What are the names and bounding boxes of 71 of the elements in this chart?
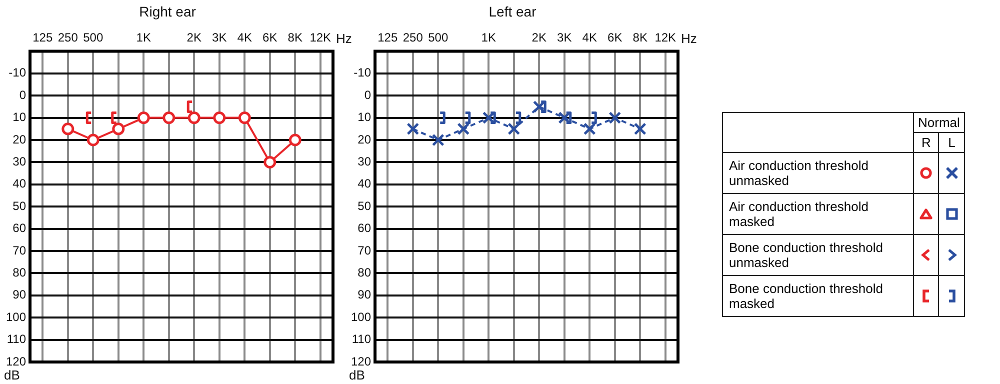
y-tick-label: 0	[19, 88, 26, 102]
y-tick-label: 120	[350, 354, 372, 368]
x-tick-label: 1K	[481, 30, 496, 44]
x-tick-label: 3K	[557, 30, 572, 44]
y-tick-label: 30	[358, 154, 372, 169]
point	[264, 156, 276, 168]
x-tick-label: 250	[402, 30, 424, 44]
x-tick-label: 500	[428, 30, 448, 44]
y-tick-label: 120	[6, 354, 26, 368]
x-axis-title: Hz	[681, 30, 697, 46]
y-tick-label: 10	[12, 110, 26, 124]
y-tick-label: 60	[358, 221, 372, 236]
point	[86, 134, 100, 146]
x-tick-label: 12K	[310, 30, 332, 44]
x-tick-label: 250	[58, 30, 78, 44]
y-tick-label: 80	[358, 266, 372, 280]
x-tick-label: 6K	[262, 30, 278, 44]
x-tick-label: 4K	[237, 30, 252, 44]
y-tick-label: 100	[350, 310, 372, 324]
y-tick-label: 30	[12, 154, 26, 169]
y-tick-label: 110	[6, 332, 26, 346]
x-tick-label: 2K	[532, 30, 546, 44]
y-tick-label: 40	[358, 176, 372, 191]
point	[188, 112, 200, 124]
y-tick-label: 0	[364, 88, 372, 102]
y-tick-label: 20	[358, 132, 372, 146]
y-axis-title: dB	[349, 368, 365, 383]
y-tick-label: 70	[12, 243, 26, 258]
chart-title: Left ear	[488, 3, 537, 20]
text: Air conduction threshold unmasked	[722, 152, 914, 194]
point	[62, 122, 74, 136]
y-axis-title: dB	[4, 368, 20, 383]
y-tick-label: 100	[6, 310, 26, 324]
point	[238, 112, 251, 124]
x-tick-label: 2K	[186, 30, 202, 44]
text: Air conduction threshold masked	[722, 194, 914, 234]
x-tick-label: 12K	[654, 30, 676, 44]
chart-title: Right ear	[139, 3, 196, 20]
text: Bone conduction threshold unmasked	[722, 234, 914, 276]
y-tick-label: 50	[358, 198, 372, 213]
x-tick-label: 1K	[136, 30, 151, 44]
point	[162, 112, 176, 124]
y-tick-label: 70	[358, 243, 372, 258]
x-tick-label: 500	[83, 30, 104, 44]
x-tick-label: 6K	[608, 30, 622, 44]
x-axis-title: Hz	[336, 30, 352, 46]
category-label: R	[914, 132, 939, 152]
y-tick-label: 90	[12, 288, 26, 302]
y-tick-label: 90	[358, 288, 372, 302]
y-tick-label: 80	[12, 266, 26, 280]
y-tick-label: 10	[358, 110, 372, 124]
x-tick-label: 4K	[582, 30, 597, 44]
x-tick-label: 8K	[632, 30, 648, 44]
x-tick-label: 8K	[288, 30, 302, 44]
x-tick-label: 125	[378, 30, 398, 44]
category-label: L	[938, 132, 964, 152]
y-tick-label: 20	[12, 132, 26, 146]
point	[112, 122, 125, 136]
y-tick-label: 110	[352, 332, 372, 346]
x-tick-label: 3K	[212, 30, 227, 44]
legend-title: Normal	[914, 112, 964, 132]
y-tick-label: -10	[354, 66, 372, 80]
y-tick-label: 50	[12, 198, 26, 213]
point	[137, 112, 150, 124]
y-tick-label: 60	[12, 221, 26, 236]
x-tick-label: 125	[32, 30, 53, 44]
point	[288, 134, 302, 146]
text: Bone conduction threshold masked	[722, 276, 914, 316]
y-tick-label: -10	[8, 66, 26, 80]
y-tick-label: 40	[12, 176, 26, 191]
point	[213, 112, 226, 124]
